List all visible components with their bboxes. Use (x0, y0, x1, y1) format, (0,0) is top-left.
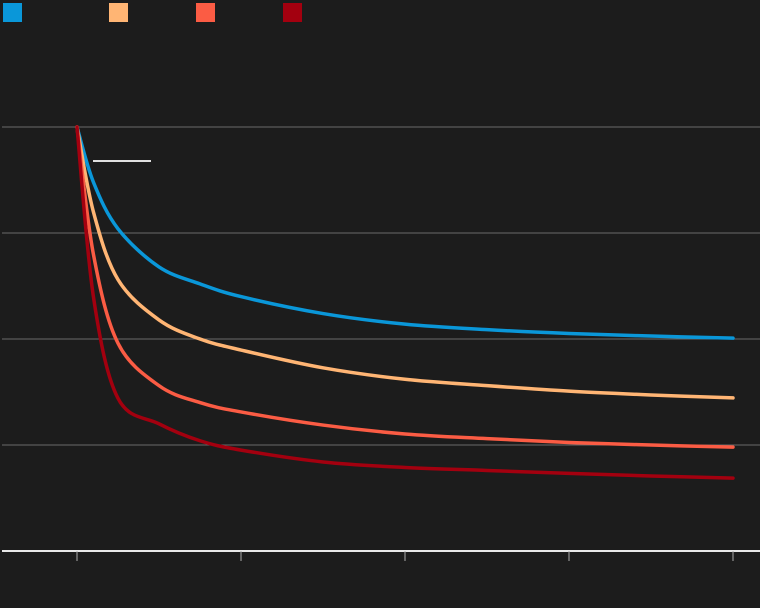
legend-swatch (109, 3, 128, 22)
series-line (75, 125, 735, 480)
series-line (75, 125, 735, 449)
legend-swatch (283, 3, 302, 22)
series-line (75, 125, 735, 400)
series-line (75, 125, 735, 340)
legend-swatch (3, 3, 22, 22)
legend-swatch (196, 3, 215, 22)
